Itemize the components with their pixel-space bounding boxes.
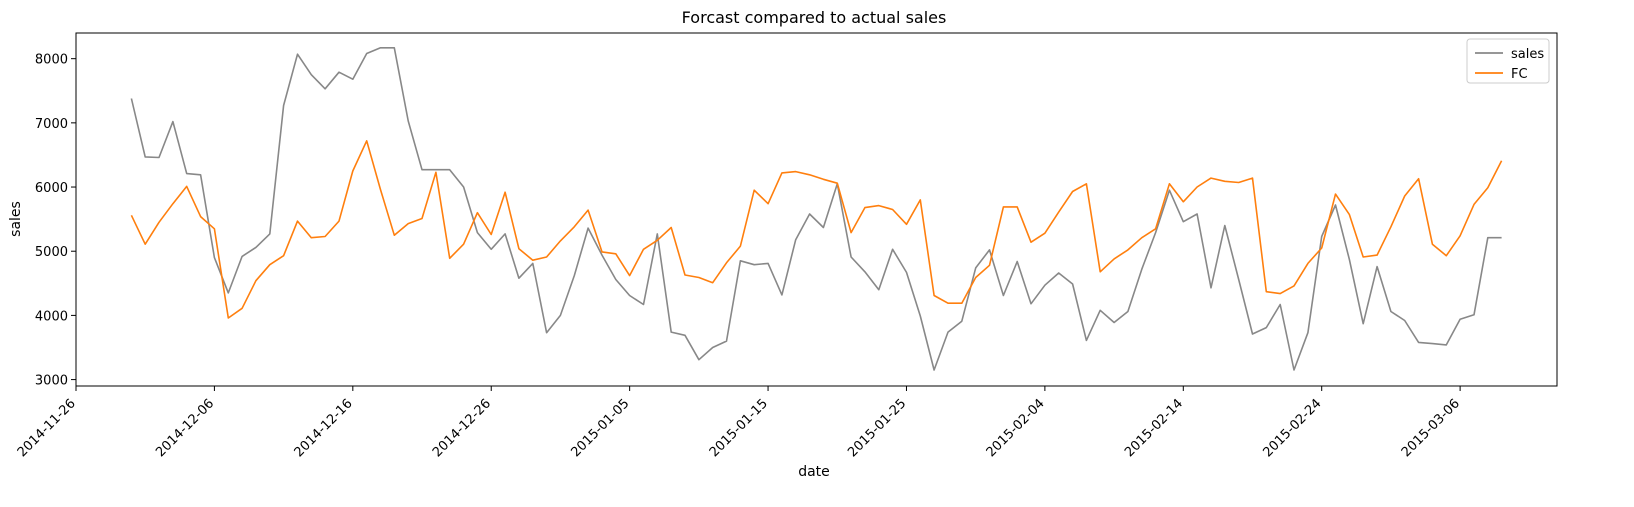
series-line-sales: [130, 46, 1502, 371]
y-tick-label: 7000: [35, 117, 68, 132]
y-tick-label: 6000: [35, 181, 68, 196]
x-tick-label: 2014-11-26: [15, 396, 79, 460]
x-tick-label: 2015-03-06: [1399, 396, 1463, 460]
y-tick-label: 5000: [35, 245, 68, 260]
x-axis-ticks: 2014-11-26 2014-12-06 2014-12-16 2014-12-26…: [15, 386, 1463, 460]
plot-frame: [75, 32, 1558, 387]
chart-title: Forcast compared to actual sales: [682, 8, 947, 27]
x-tick-label: 2014-12-26: [430, 396, 494, 460]
y-tick-label: 8000: [35, 53, 68, 68]
x-tick-label: 2015-01-15: [707, 396, 771, 460]
x-tick-label: 2014-12-06: [153, 396, 217, 460]
x-tick-label: 2015-02-14: [1122, 396, 1186, 460]
x-tick-label: 2014-12-16: [292, 396, 356, 460]
y-tick-label: 3000: [35, 374, 68, 389]
legend-label: FC: [1511, 67, 1528, 82]
legend-label: sales: [1511, 47, 1544, 62]
legend-box: [1466, 38, 1550, 84]
y-tick-label: 4000: [35, 309, 68, 324]
y-axis-ticks: 3000 4000 5000 6000 7000 8000: [35, 53, 76, 389]
x-tick-label: 2015-01-05: [568, 396, 632, 460]
x-axis-title: date: [798, 464, 830, 480]
x-tick-label: 2015-02-04: [984, 396, 1048, 460]
x-tick-label: 2015-02-24: [1260, 396, 1324, 460]
x-tick-label: 2015-01-25: [845, 396, 909, 460]
y-axis-title: sales: [8, 201, 24, 237]
legend: sales FC: [1466, 38, 1550, 84]
series-line-fc: [130, 140, 1503, 319]
series-lines: [130, 46, 1503, 371]
plot-area: [75, 32, 1558, 387]
